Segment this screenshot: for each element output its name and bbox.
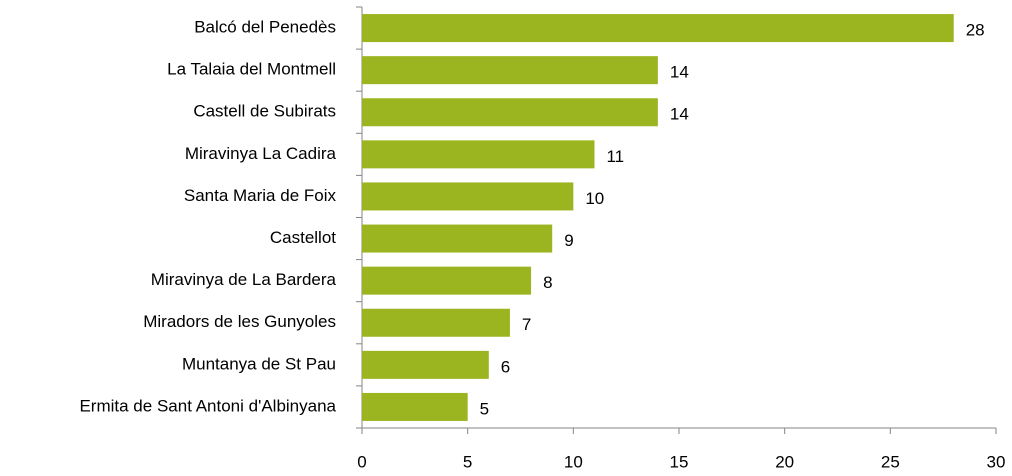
x-tick-label: 5 [463, 452, 472, 471]
bar [362, 14, 954, 43]
bar [362, 224, 553, 253]
x-tick-label: 15 [670, 452, 689, 471]
y-tick-label: La Talaia del Montmell [167, 60, 336, 79]
y-tick-label: Miravinya de La Bardera [151, 270, 337, 289]
x-tick-label: 25 [881, 452, 900, 471]
data-label: 11 [606, 147, 624, 166]
x-tick-label: 30 [987, 452, 1006, 471]
y-tick-label: Miravinya La Cadira [185, 144, 337, 163]
x-tick-label: 20 [775, 452, 794, 471]
bar [362, 98, 658, 127]
data-label: 9 [564, 231, 573, 250]
y-tick-label: Balcó del Penedès [194, 18, 336, 37]
bar [362, 182, 574, 211]
x-tick-label: 10 [564, 452, 583, 471]
data-label: 7 [522, 315, 531, 334]
bar [362, 308, 510, 337]
bar [362, 392, 468, 421]
data-label: 28 [966, 21, 985, 40]
bar [362, 140, 595, 169]
data-label: 10 [585, 189, 604, 208]
data-label: 14 [670, 105, 689, 124]
y-tick-label: Miradors de les Gunyoles [143, 312, 336, 331]
y-tick-label: Ermita de Sant Antoni d'Albinyana [79, 396, 336, 415]
y-tick-label: Castell de Subirats [193, 102, 336, 121]
y-tick-label: Muntanya de St Pau [182, 354, 336, 373]
data-label: 8 [543, 273, 552, 292]
x-tick-label: 0 [357, 452, 366, 471]
bar [362, 266, 532, 295]
data-label: 6 [501, 357, 510, 376]
data-label: 14 [670, 63, 689, 82]
y-tick-label: Santa Maria de Foix [184, 186, 337, 205]
bar [362, 56, 658, 85]
y-tick-label: Castellot [270, 228, 336, 247]
data-label: 5 [480, 399, 489, 418]
bar [362, 350, 489, 379]
